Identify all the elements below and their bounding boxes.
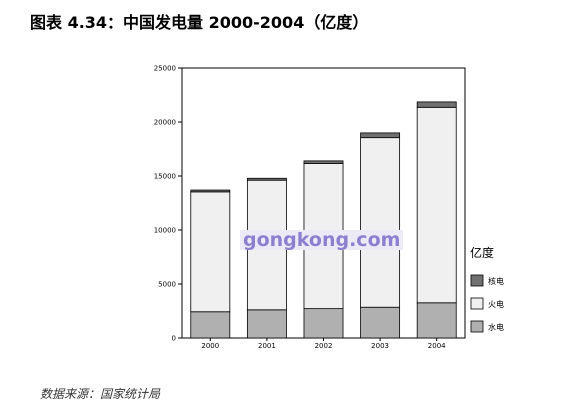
watermark: gongkong.com [240,230,404,250]
y-tick-label: 0 [172,335,176,343]
bar-segment [416,106,457,304]
chart-title: 图表 4.34：中国发电量 2000-2004（亿度） [30,13,369,32]
bars-group [190,101,457,339]
x-tick-label: 2000 [201,342,219,350]
bar-segment [190,191,231,313]
legend-swatch [470,274,484,287]
y-tick-label: 5000 [158,281,176,289]
bar-segment [246,177,287,181]
legend-label: 火电 [488,299,504,309]
source-note: 数据来源：国家统计局 [40,387,161,401]
legend-label: 水电 [488,322,504,332]
y-axis: 0 5000 10000 15000 20000 25000 [154,65,182,343]
y-tick-label: 25000 [154,65,176,73]
y-tick-label: 15000 [154,173,176,181]
legend-title: 亿度 [470,245,494,260]
x-tick-label: 2002 [315,342,333,350]
bar-segment [246,309,287,339]
bar-segment [416,302,457,339]
legend-label: 核电 [488,276,504,286]
legend-swatch [470,297,484,310]
x-tick-label: 2003 [371,342,389,350]
x-tick-label: 2001 [258,342,276,350]
bar-segment [303,308,344,339]
y-tick-label: 10000 [154,227,176,235]
bar-segment [360,137,401,308]
x-axis: 2000 2001 2002 2003 2004 [201,338,446,350]
x-tick-label: 2004 [428,342,446,350]
bar-segment [416,101,457,108]
bar-segment [303,160,344,164]
bar-segment [360,306,401,339]
bar-segment [190,311,231,339]
bar-segment [190,189,231,193]
bar-segment [360,132,401,139]
legend-swatch [470,320,484,333]
y-tick-label: 20000 [154,119,176,127]
